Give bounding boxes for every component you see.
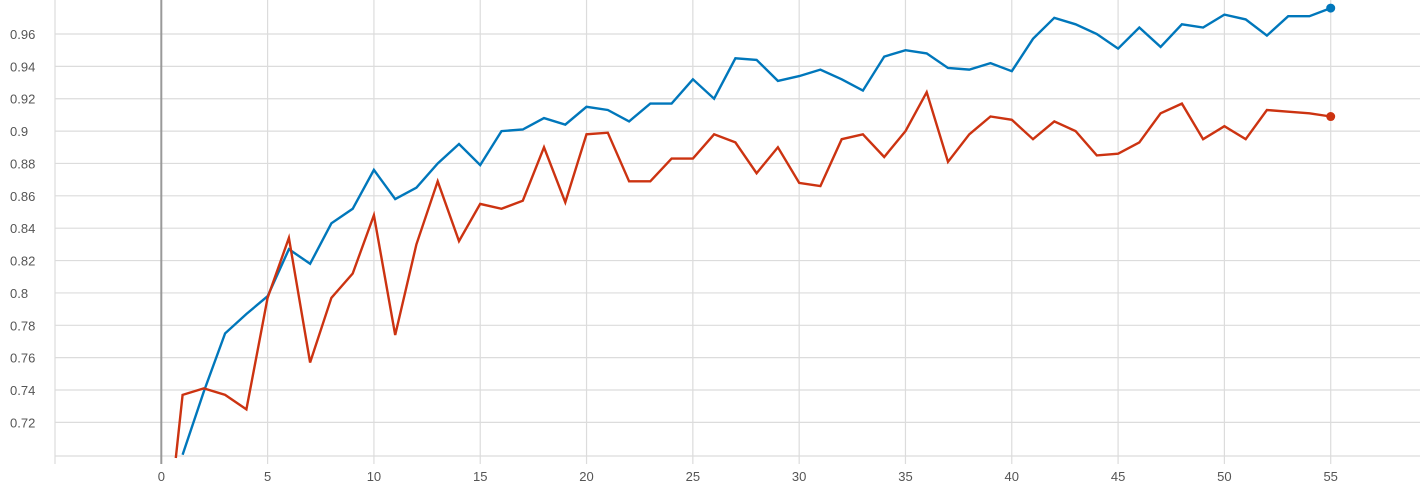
x-tick-label: 20 [579, 469, 593, 484]
y-tick-label: 0.76 [10, 351, 35, 366]
x-tick-label: 5 [264, 469, 271, 484]
y-axis: 0.72 0.74 0.76 0.78 0.8 0.82 0.84 0.86 0.88 0.9 0.… [10, 27, 35, 430]
x-tick-label: 25 [686, 469, 700, 484]
y-tick-label: 0.78 [10, 318, 35, 333]
series-lines [174, 6, 1332, 459]
y-tick-label: 0.88 [10, 156, 35, 171]
x-tick-label: 15 [473, 469, 487, 484]
y-tick-label: 0.94 [10, 59, 35, 74]
x-tick-label: 0 [158, 469, 165, 484]
y-tick-label: 0.92 [10, 92, 35, 107]
y-tick-label: 0.8 [10, 286, 28, 301]
x-tick-label: 30 [792, 469, 806, 484]
y-tick-label: 0.84 [10, 221, 35, 236]
y-tick-label: 0.96 [10, 27, 35, 42]
x-tick-label: 50 [1217, 469, 1231, 484]
x-tick-label: 35 [898, 469, 912, 484]
x-tick-label: 10 [367, 469, 381, 484]
x-tick-label: 40 [1005, 469, 1019, 484]
y-tick-label: 0.74 [10, 383, 35, 398]
x-tick-label: 55 [1323, 469, 1337, 484]
y-tick-label: 0.86 [10, 189, 35, 204]
series-line-0 [181, 6, 1332, 456]
grid [54, 0, 1420, 464]
series-end-markers [1326, 3, 1336, 122]
y-tick-label: 0.82 [10, 254, 35, 269]
x-tick-label: 45 [1111, 469, 1125, 484]
series-end-marker-0 [1326, 3, 1336, 13]
series-end-marker-1 [1326, 112, 1336, 122]
y-tick-label: 0.72 [10, 415, 35, 430]
y-tick-label: 0.9 [10, 124, 28, 139]
series-line-1 [174, 89, 1331, 459]
x-axis: 0 5 10 15 20 25 30 35 40 45 50 55 [158, 469, 1338, 484]
